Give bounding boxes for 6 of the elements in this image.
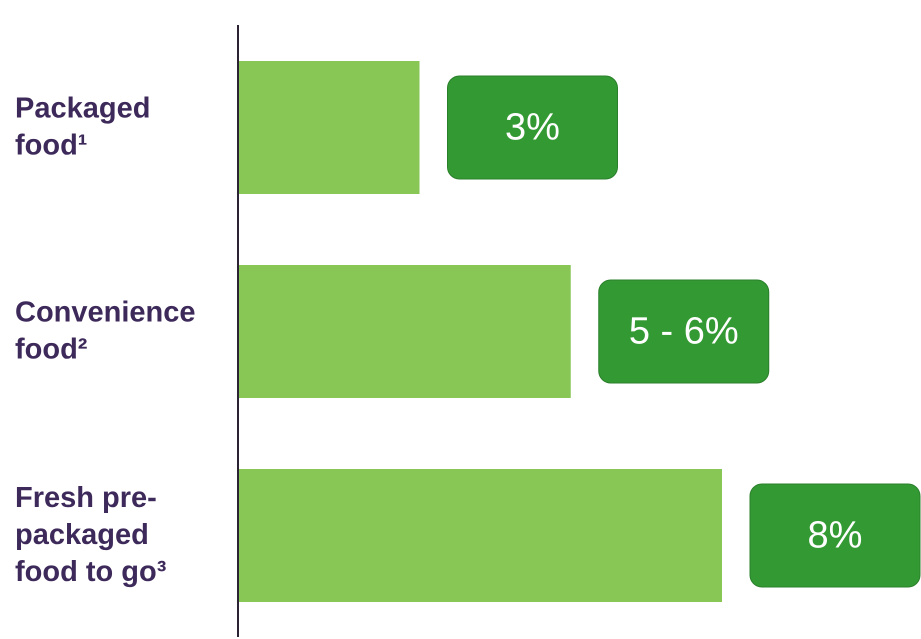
data-label: 5 - 6% [628, 310, 739, 352]
data-label: 8% [808, 514, 862, 556]
y-tick-label: Fresh pre-packaged food to go³ [15, 482, 167, 588]
y-tick-label: Convenience food² [15, 296, 196, 366]
data-label: 3% [505, 106, 560, 148]
y-tick-label: Packaged food¹ [15, 92, 150, 162]
